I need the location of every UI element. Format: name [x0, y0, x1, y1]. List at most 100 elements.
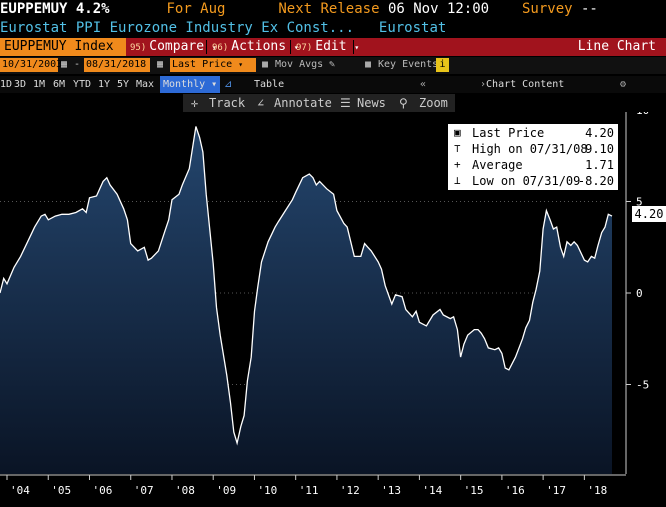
info-icon[interactable]: i	[436, 58, 449, 72]
description-text: Eurostat PPI Eurozone Industry Ex Const.…	[0, 20, 355, 36]
chevron-down-icon: ▾	[238, 60, 244, 69]
magnifier-icon: ⚲	[399, 96, 408, 110]
x-tick-label: '15	[464, 484, 484, 497]
x-tick-label: '07	[134, 484, 154, 497]
calendar-icon[interactable]: ▦	[61, 59, 68, 70]
security-description: Eurostat PPI Eurozone Industry Ex Const.…	[0, 19, 666, 37]
x-tick-label: '11	[299, 484, 319, 497]
square-icon: ▣	[454, 126, 461, 139]
compare-num: 95)	[130, 43, 147, 53]
range-1m[interactable]: 1M	[33, 79, 46, 90]
range-5y[interactable]: 5Y	[117, 79, 130, 90]
list-icon: ☰	[340, 96, 351, 110]
end-date-input[interactable]: 08/31/2018	[84, 58, 150, 72]
ticker: EUPPEMUY	[0, 1, 68, 17]
price-area	[0, 126, 612, 474]
legend-average-label: Average	[472, 158, 523, 172]
mov-avgs-checkbox[interactable]: ■	[262, 59, 269, 70]
average-marker-icon: +	[454, 158, 461, 171]
edit-num: 97)	[296, 43, 313, 53]
y-tick-label: 0	[636, 287, 643, 300]
pencil-icon[interactable]: ✎	[329, 59, 336, 70]
x-tick-label: '18	[587, 484, 607, 497]
edit-label: Edit	[315, 39, 347, 54]
last-value-tag: 4.20	[632, 206, 666, 222]
table-button[interactable]: Table	[254, 79, 285, 90]
range-3d[interactable]: 3D	[14, 79, 27, 90]
ticker-value: 4.2%	[75, 1, 110, 17]
calendar-icon[interactable]: ▦	[157, 59, 164, 70]
range-6m[interactable]: 6M	[53, 79, 66, 90]
next-release-label: Next Release	[278, 1, 380, 17]
chart-toolbar: ✛ Track ∠ Annotate ☰ News ⚲ Zoom	[183, 94, 455, 112]
key-events-label: Key Events	[378, 59, 439, 70]
survey-value: --	[581, 1, 598, 17]
period-label: For Aug	[166, 1, 226, 17]
chart-content-button[interactable]: ›Chart Content	[480, 79, 565, 90]
range-1d[interactable]: 1D	[0, 79, 13, 90]
pen-icon: ∠	[257, 96, 265, 110]
legend-low-value: -8.20	[577, 174, 614, 188]
chart-legend: ▣ Last Price 4.20 ⊤ High on 07/31/08 9.1…	[448, 124, 618, 190]
x-tick-label: '17	[546, 484, 566, 497]
range-bar: 1D 3D 1M 6M YTD 1Y 5Y Max Monthly ▾ ⊿ Ta…	[0, 76, 666, 93]
chart-type-label[interactable]: Line Chart	[577, 39, 656, 54]
x-tick-label: '14	[422, 484, 442, 497]
x-tick-label: '08	[175, 484, 195, 497]
chevron-down-icon: ▾	[211, 43, 217, 52]
frequency-select[interactable]: Monthly ▾	[160, 76, 221, 93]
chart-content-label: Chart Content	[486, 79, 565, 90]
price-line	[0, 126, 613, 446]
actions-menu[interactable]: 96) Actions ▾	[208, 38, 303, 56]
range-max[interactable]: Max	[136, 79, 155, 90]
collapse-icon[interactable]: «	[420, 79, 427, 90]
key-events-checkbox[interactable]: ■	[365, 59, 372, 70]
y-tick-label: 5	[636, 196, 643, 209]
legend-average-value: 1.71	[585, 158, 614, 172]
menu-bar: EUPPEMUY Index 95) Compare ▾ 96) Actions ▾…	[0, 38, 666, 56]
start-date-input[interactable]: 10/31/2003	[0, 58, 63, 72]
legend-last-price-value: 4.20	[585, 126, 614, 140]
legend-low-label: Low on 07/31/09	[472, 174, 581, 188]
compare-label: Compare	[149, 39, 205, 54]
chevron-down-icon: ▾	[354, 43, 360, 52]
field-select[interactable]: Last Price ▾	[170, 58, 256, 72]
legend-high-value: 9.10	[585, 142, 614, 156]
actions-label: Actions	[231, 39, 287, 54]
gear-icon[interactable]: ⚙	[620, 79, 627, 90]
field-label: Last Price	[172, 59, 233, 70]
crosshair-icon: ✛	[191, 96, 199, 110]
x-tick-label: '13	[381, 484, 401, 497]
survey-label: Survey	[521, 1, 573, 17]
x-tick-label: '06	[92, 484, 112, 497]
news-button[interactable]: News	[357, 96, 386, 110]
x-tick-label: '16	[505, 484, 525, 497]
compare-menu[interactable]: 95) Compare ▾	[126, 38, 221, 56]
x-tick-label: '05	[51, 484, 71, 497]
date-dash: -	[74, 59, 81, 70]
chart-canvas[interactable]: 10 5 0 -5 '04 '05 '06 '07 '08 '09 '10 '11 '12 '13 '14…	[0, 112, 666, 507]
high-marker-icon: ⊤	[454, 142, 461, 155]
actions-num: 96)	[212, 43, 229, 53]
x-tick-label: '10	[257, 484, 277, 497]
legend-last-price-label: Last Price	[472, 126, 545, 140]
edit-menu[interactable]: 97) Edit ▾	[292, 38, 363, 56]
frequency-label: Monthly	[163, 79, 206, 90]
range-ytd[interactable]: YTD	[73, 79, 92, 90]
range-1y[interactable]: 1Y	[98, 79, 111, 90]
annotate-button[interactable]: Annotate	[274, 96, 332, 110]
x-tick-label: '12	[340, 484, 360, 497]
chevron-down-icon: ▾	[293, 43, 299, 52]
x-tick-label: '09	[216, 484, 236, 497]
track-button[interactable]: Track	[209, 96, 246, 110]
chart-settings-bar: 10/31/2003 ▦ - 08/31/2018 ▦ Last Price ▾…	[0, 57, 666, 74]
line-chart-icon[interactable]: ⊿	[224, 79, 233, 90]
low-marker-icon: ⊥	[454, 174, 461, 187]
y-tick-label: -5	[636, 379, 649, 392]
y-tick-label: 10	[636, 112, 649, 117]
source-text: Eurostat	[378, 20, 447, 36]
zoom-button[interactable]: Zoom	[419, 96, 448, 110]
security-header: EUPPEMUY 4.2% For Aug Next Release 06 No…	[0, 0, 666, 18]
security-input[interactable]: EUPPEMUY Index	[0, 38, 126, 56]
x-tick-label: '04	[10, 484, 30, 497]
